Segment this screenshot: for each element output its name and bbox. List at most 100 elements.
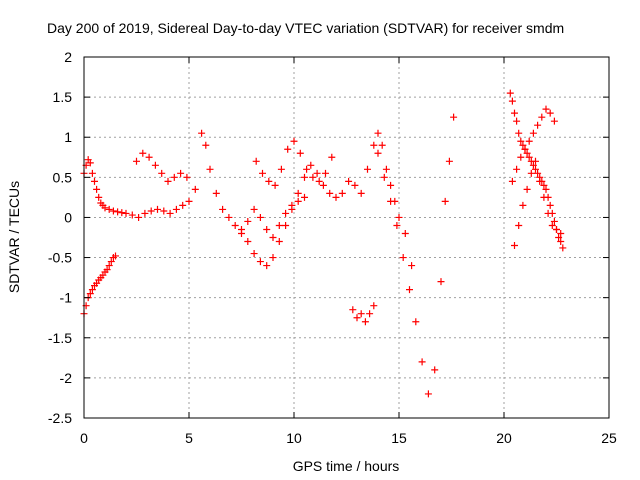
data-point: [103, 266, 111, 274]
y-tick-label: -2: [60, 370, 73, 386]
data-point: [282, 221, 290, 229]
data-point: [511, 109, 518, 117]
data-point: [378, 141, 386, 149]
data-point: [536, 177, 544, 185]
data-point: [412, 318, 420, 326]
data-point: [332, 193, 340, 201]
data-point: [309, 173, 317, 181]
data-point: [118, 209, 126, 217]
data-point: [450, 113, 458, 121]
data-point: [252, 157, 260, 165]
data-point: [540, 181, 548, 189]
data-point: [424, 390, 432, 398]
y-tick-label: 1.5: [53, 89, 73, 105]
data-point: [357, 310, 365, 318]
data-point: [370, 302, 378, 310]
data-point: [374, 129, 382, 137]
y-tick-label: -1: [60, 290, 73, 306]
data-point: [517, 137, 525, 145]
data-point: [391, 197, 399, 205]
data-point: [250, 205, 258, 213]
data-point: [151, 161, 159, 169]
data-point: [212, 189, 220, 197]
data-point: [263, 225, 271, 233]
data-point: [290, 137, 298, 145]
data-point: [406, 286, 413, 294]
data-point: [534, 169, 542, 177]
data-point: [88, 286, 96, 294]
data-point: [506, 89, 514, 97]
data-point: [550, 117, 558, 125]
data-point: [219, 205, 227, 213]
data-point: [366, 310, 374, 318]
data-point: [288, 201, 296, 209]
data-point: [294, 197, 302, 205]
data-point: [160, 207, 168, 215]
data-point: [517, 153, 525, 161]
data-point: [105, 262, 113, 270]
data-point: [244, 217, 252, 225]
data-point: [313, 169, 321, 177]
grid-lines: [84, 57, 609, 418]
data-point: [166, 209, 174, 217]
y-tick-label: 2: [64, 49, 72, 65]
data-point: [250, 250, 258, 258]
x-axis-label: GPS time / hours: [293, 458, 400, 474]
data-point: [519, 141, 527, 149]
data-point: [540, 193, 548, 201]
data-point: [408, 262, 416, 270]
data-point: [172, 205, 180, 213]
y-tick-label: -1.5: [48, 330, 72, 346]
data-point: [559, 244, 567, 252]
data-point: [418, 358, 426, 366]
data-point: [431, 366, 439, 374]
data-point: [351, 181, 359, 189]
data-point: [315, 177, 323, 185]
data-point: [170, 173, 178, 181]
data-point: [511, 242, 518, 250]
data-point: [513, 117, 521, 125]
data-point: [546, 109, 554, 117]
data-point: [191, 185, 199, 193]
chart-title: Day 200 of 2019, Sidereal Day-to-day VTE…: [47, 20, 564, 36]
data-point: [263, 262, 271, 270]
data-point: [164, 177, 172, 185]
data-point: [532, 165, 539, 173]
data-point: [238, 225, 245, 233]
data-point: [91, 177, 98, 185]
data-point: [303, 165, 311, 173]
data-point: [370, 141, 378, 149]
data-point: [86, 159, 94, 167]
data-point: [225, 213, 233, 221]
x-tick-label: 15: [391, 430, 407, 446]
data-point: [401, 229, 409, 237]
data-point: [338, 189, 346, 197]
data-point: [301, 193, 308, 201]
data-points: [80, 89, 567, 398]
x-tick-label: 0: [80, 430, 88, 446]
data-point: [269, 254, 277, 262]
y-tick-label: 0: [64, 209, 72, 225]
data-point: [95, 193, 103, 201]
data-point: [319, 181, 327, 189]
data-point: [145, 153, 153, 161]
data-point: [275, 238, 283, 246]
data-point: [202, 141, 210, 149]
data-point: [122, 209, 130, 217]
data-point: [525, 153, 533, 161]
data-point: [112, 252, 119, 260]
data-point: [154, 205, 161, 213]
data-point: [515, 221, 523, 229]
data-point: [275, 221, 283, 229]
data-point: [256, 213, 264, 221]
x-tick-label: 10: [286, 430, 302, 446]
data-point: [114, 208, 122, 216]
data-point: [158, 169, 166, 177]
data-point: [269, 234, 277, 241]
data-point: [105, 205, 113, 213]
data-point: [529, 129, 537, 137]
data-point: [532, 157, 539, 165]
data-point: [141, 209, 149, 217]
y-tick-label: 0.5: [53, 169, 73, 185]
data-point: [534, 121, 542, 129]
